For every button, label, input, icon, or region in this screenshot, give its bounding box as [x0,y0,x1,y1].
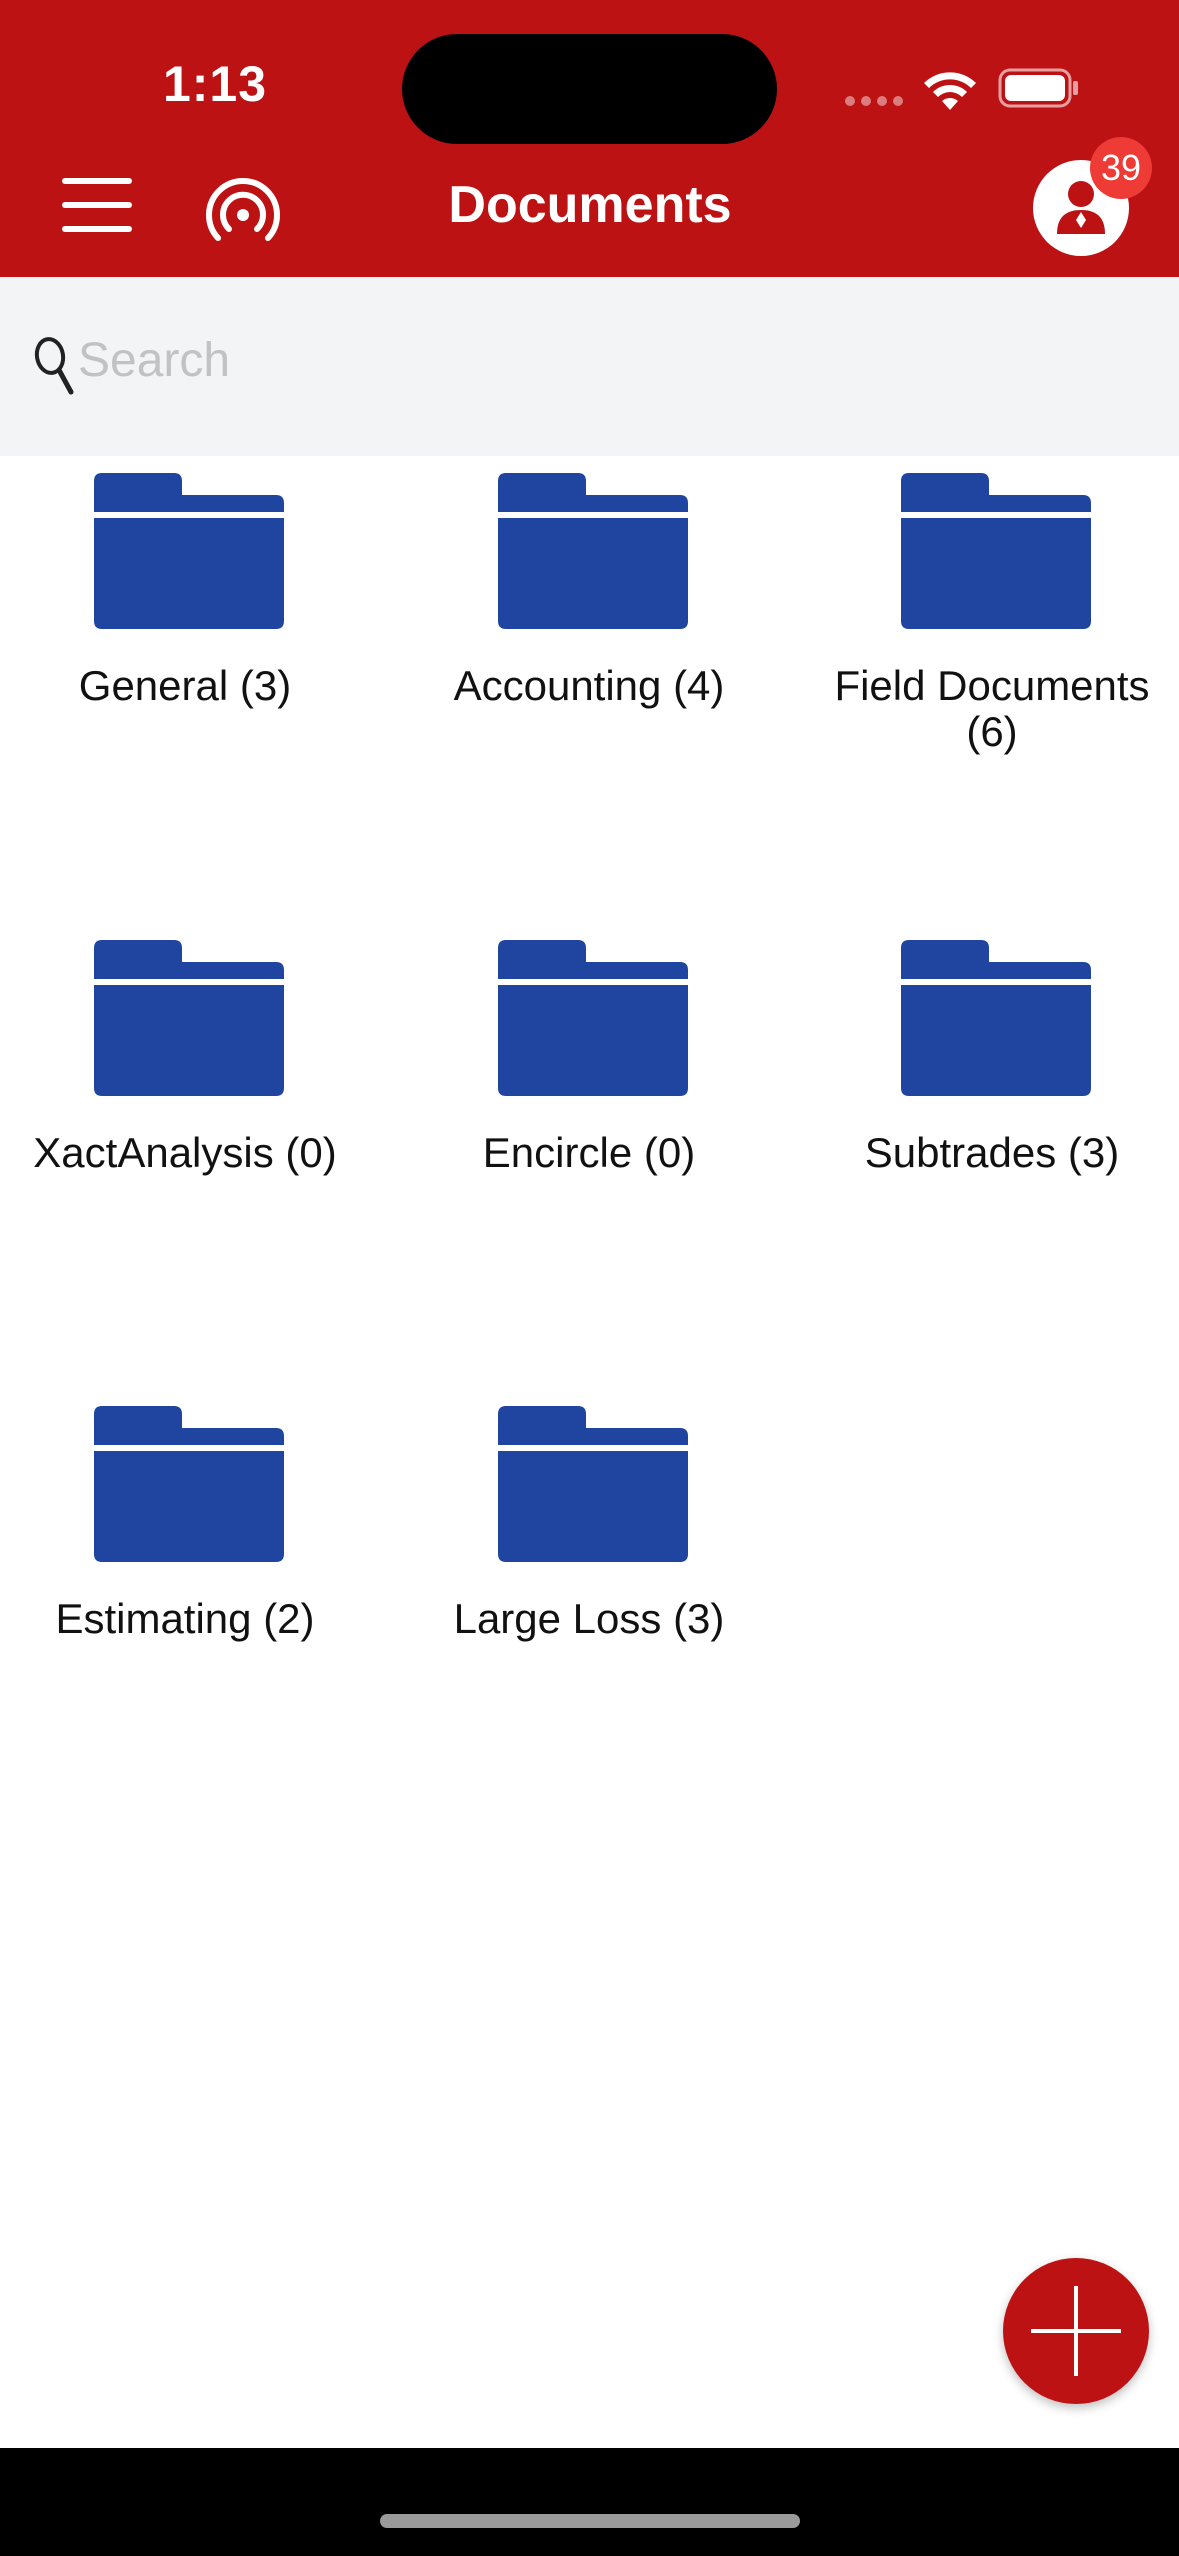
folder-label: Field Documents (6) [834,662,1150,755]
folder-icon [94,473,284,629]
folder-icon [94,940,284,1096]
folder-icon [498,940,688,1096]
app-header: 1:13 Documents [0,0,1179,277]
status-time: 1:13 [162,56,268,112]
folder-icon [901,940,1091,1096]
broadcast-icon[interactable] [205,175,281,241]
folder-label: Encircle (0) [482,1129,696,1176]
battery-icon [998,68,1078,108]
person-icon [1057,181,1105,234]
search-input[interactable] [78,325,1138,395]
folder-item[interactable]: General (3) [5,473,365,793]
folder-label: Accounting (4) [453,662,725,709]
folder-item[interactable]: XactAnalysis (0) [5,940,365,1260]
folder-item[interactable]: Estimating (2) [5,1406,365,1726]
add-button[interactable] [1003,2258,1149,2404]
hamburger-menu-icon [62,178,132,184]
folder-icon [498,1406,688,1562]
menu-button[interactable] [58,170,138,240]
home-indicator[interactable] [380,2514,800,2528]
folder-label: XactAnalysis (0) [33,1129,337,1176]
folder-label: Large Loss (3) [453,1595,725,1642]
folder-label: General (3) [78,662,292,709]
folder-item[interactable]: Accounting (4) [409,473,769,793]
bottom-bar [0,2448,1179,2556]
notification-badge: 39 [1090,137,1152,199]
folder-label: Subtrades (3) [864,1129,1120,1176]
folder-icon [901,473,1091,629]
search-icon [34,337,74,395]
folder-item[interactable]: Encircle (0) [409,940,769,1260]
page-title: Documents [448,176,732,234]
folder-item[interactable]: Large Loss (3) [409,1406,769,1726]
wifi-icon [924,72,976,110]
folder-item[interactable]: Field Documents (6) [812,473,1172,793]
profile-button[interactable] [1033,160,1129,256]
folder-label: Estimating (2) [55,1595,315,1642]
folder-item[interactable]: Subtrades (3) [812,940,1172,1260]
folder-icon [94,1406,284,1562]
cellular-signal-icon [845,96,903,106]
dynamic-island [402,34,777,144]
folder-icon [498,473,688,629]
